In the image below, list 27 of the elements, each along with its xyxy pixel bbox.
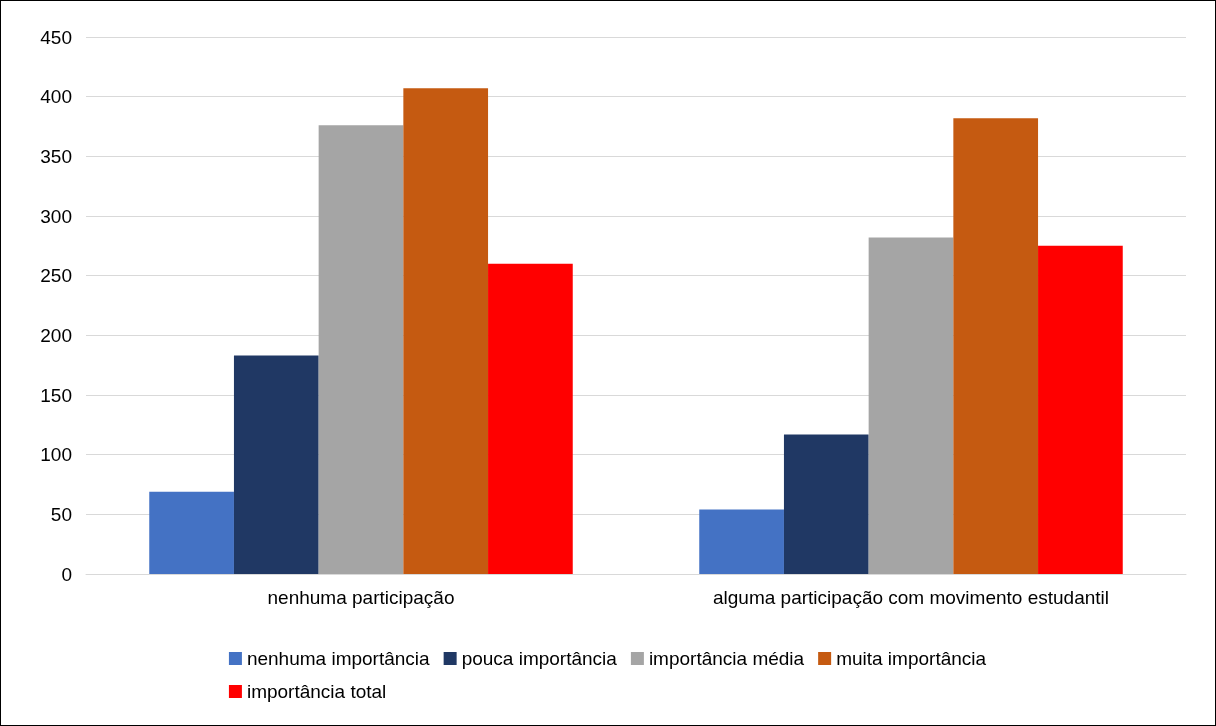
bar <box>149 491 234 574</box>
x-tick-label: nenhuma participação <box>267 587 455 608</box>
x-tick-label: alguma participação com movimento estudantil <box>712 587 1110 608</box>
bar <box>953 118 1039 574</box>
legend-label: importância total <box>246 681 387 702</box>
y-tick-label: 400 <box>40 86 72 108</box>
bar <box>403 88 489 574</box>
y-tick-label: 0 <box>61 563 72 585</box>
legend-label: nenhuma importância <box>246 648 431 669</box>
y-tick-label: 350 <box>40 145 72 167</box>
y-tick-label: 150 <box>40 384 72 406</box>
y-tick-label: 250 <box>40 265 72 287</box>
bar <box>699 509 784 574</box>
bar <box>783 434 869 574</box>
legend-label: importância média <box>648 648 805 669</box>
y-tick-label: 50 <box>50 503 72 525</box>
y-tick-label: 450 <box>40 26 72 48</box>
bar <box>233 355 319 574</box>
y-tick-label: 300 <box>40 205 72 227</box>
bar <box>318 125 404 574</box>
legend-label: pouca importância <box>461 648 618 669</box>
bar <box>868 237 954 574</box>
bar <box>488 263 573 574</box>
legend-label: muita importância <box>836 648 987 669</box>
y-tick-label: 100 <box>40 444 72 466</box>
y-tick-label: 200 <box>40 324 72 346</box>
bar <box>1038 245 1123 574</box>
